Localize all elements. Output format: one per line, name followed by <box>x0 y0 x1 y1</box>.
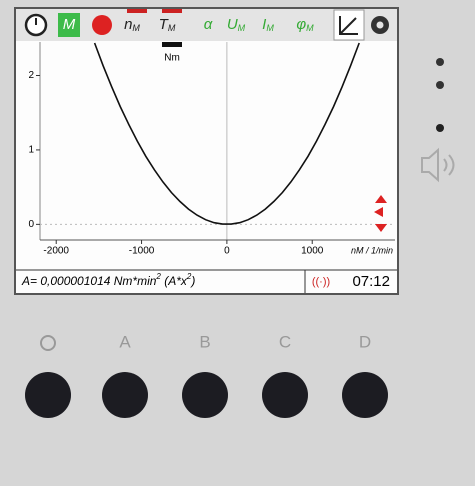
m-button-bg <box>58 13 80 37</box>
led <box>436 58 444 66</box>
formula-part: (A*x <box>161 274 188 288</box>
toolbar-item-sub: M <box>306 23 314 33</box>
hardware-button[interactable] <box>25 372 71 418</box>
toolbar-item[interactable]: IM <box>262 16 274 33</box>
led <box>436 124 444 132</box>
y-tick-label: 2 <box>28 70 34 81</box>
button-label: C <box>279 332 291 351</box>
unit-label: Nm <box>164 53 180 64</box>
gear-hole <box>376 21 384 29</box>
toolbar-item[interactable]: φM <box>296 16 314 33</box>
curve <box>93 42 360 225</box>
power-label-icon <box>40 335 56 351</box>
toolbar-item-main: I <box>262 16 266 33</box>
hardware-button[interactable] <box>182 372 228 418</box>
toolbar-item-main: α <box>204 16 213 33</box>
button-label: B <box>199 332 210 351</box>
clock-time: 07:12 <box>352 273 390 290</box>
signal-icon: ((·)) <box>312 276 330 288</box>
x-axis-label: nM / 1/min <box>351 245 393 255</box>
chart-icon <box>339 16 358 35</box>
y-tick-label: 0 <box>28 219 34 230</box>
toolbar-item[interactable]: UM <box>227 16 246 33</box>
record-icon[interactable] <box>92 15 112 35</box>
y-tick-label: 1 <box>28 145 34 156</box>
hardware-button[interactable] <box>262 372 308 418</box>
toolbar-item-sub: M <box>168 23 176 33</box>
x-tick-label: 0 <box>224 246 230 257</box>
toolbar-item-sub: M <box>132 23 140 33</box>
formula-part: A= 0,000001014 Nm*min <box>21 274 157 288</box>
led <box>436 81 444 89</box>
fit-formula: A= 0,000001014 Nm*min2 (A*x2) <box>21 272 195 288</box>
toolbar-item-sub: M <box>238 23 246 33</box>
formula-sup: 2 <box>186 272 192 281</box>
toolbar-item-main: φ <box>296 16 306 33</box>
hardware-button[interactable] <box>342 372 388 418</box>
toolbar-item[interactable]: α <box>204 16 213 33</box>
button-label: D <box>359 332 371 351</box>
red-bar <box>127 9 147 13</box>
formula-part: ) <box>189 274 195 288</box>
button-label: A <box>119 332 131 351</box>
toolbar-item-sub: M <box>266 23 274 33</box>
toolbar-item-main: U <box>227 16 238 33</box>
red-bar <box>162 9 182 13</box>
toolbar-item[interactable]: M <box>63 16 76 33</box>
toolbar-item-main: M <box>63 16 76 33</box>
speaker-waves <box>443 154 455 176</box>
x-tick-label: -1000 <box>129 246 155 257</box>
toolbar-item-main: n <box>124 16 132 33</box>
hardware-button[interactable] <box>102 372 148 418</box>
black-bar <box>162 42 182 47</box>
toolbar-item[interactable]: nM <box>124 16 140 33</box>
toolbar-item-main: T <box>159 16 170 33</box>
x-tick-label: -2000 <box>43 246 69 257</box>
speaker-icon <box>421 147 439 183</box>
nav-arrows[interactable] <box>374 195 387 232</box>
formula-sup: 2 <box>155 272 161 281</box>
screen <box>16 9 397 293</box>
x-tick-label: 1000 <box>301 246 324 257</box>
toolbar-item[interactable]: TM <box>159 16 176 33</box>
